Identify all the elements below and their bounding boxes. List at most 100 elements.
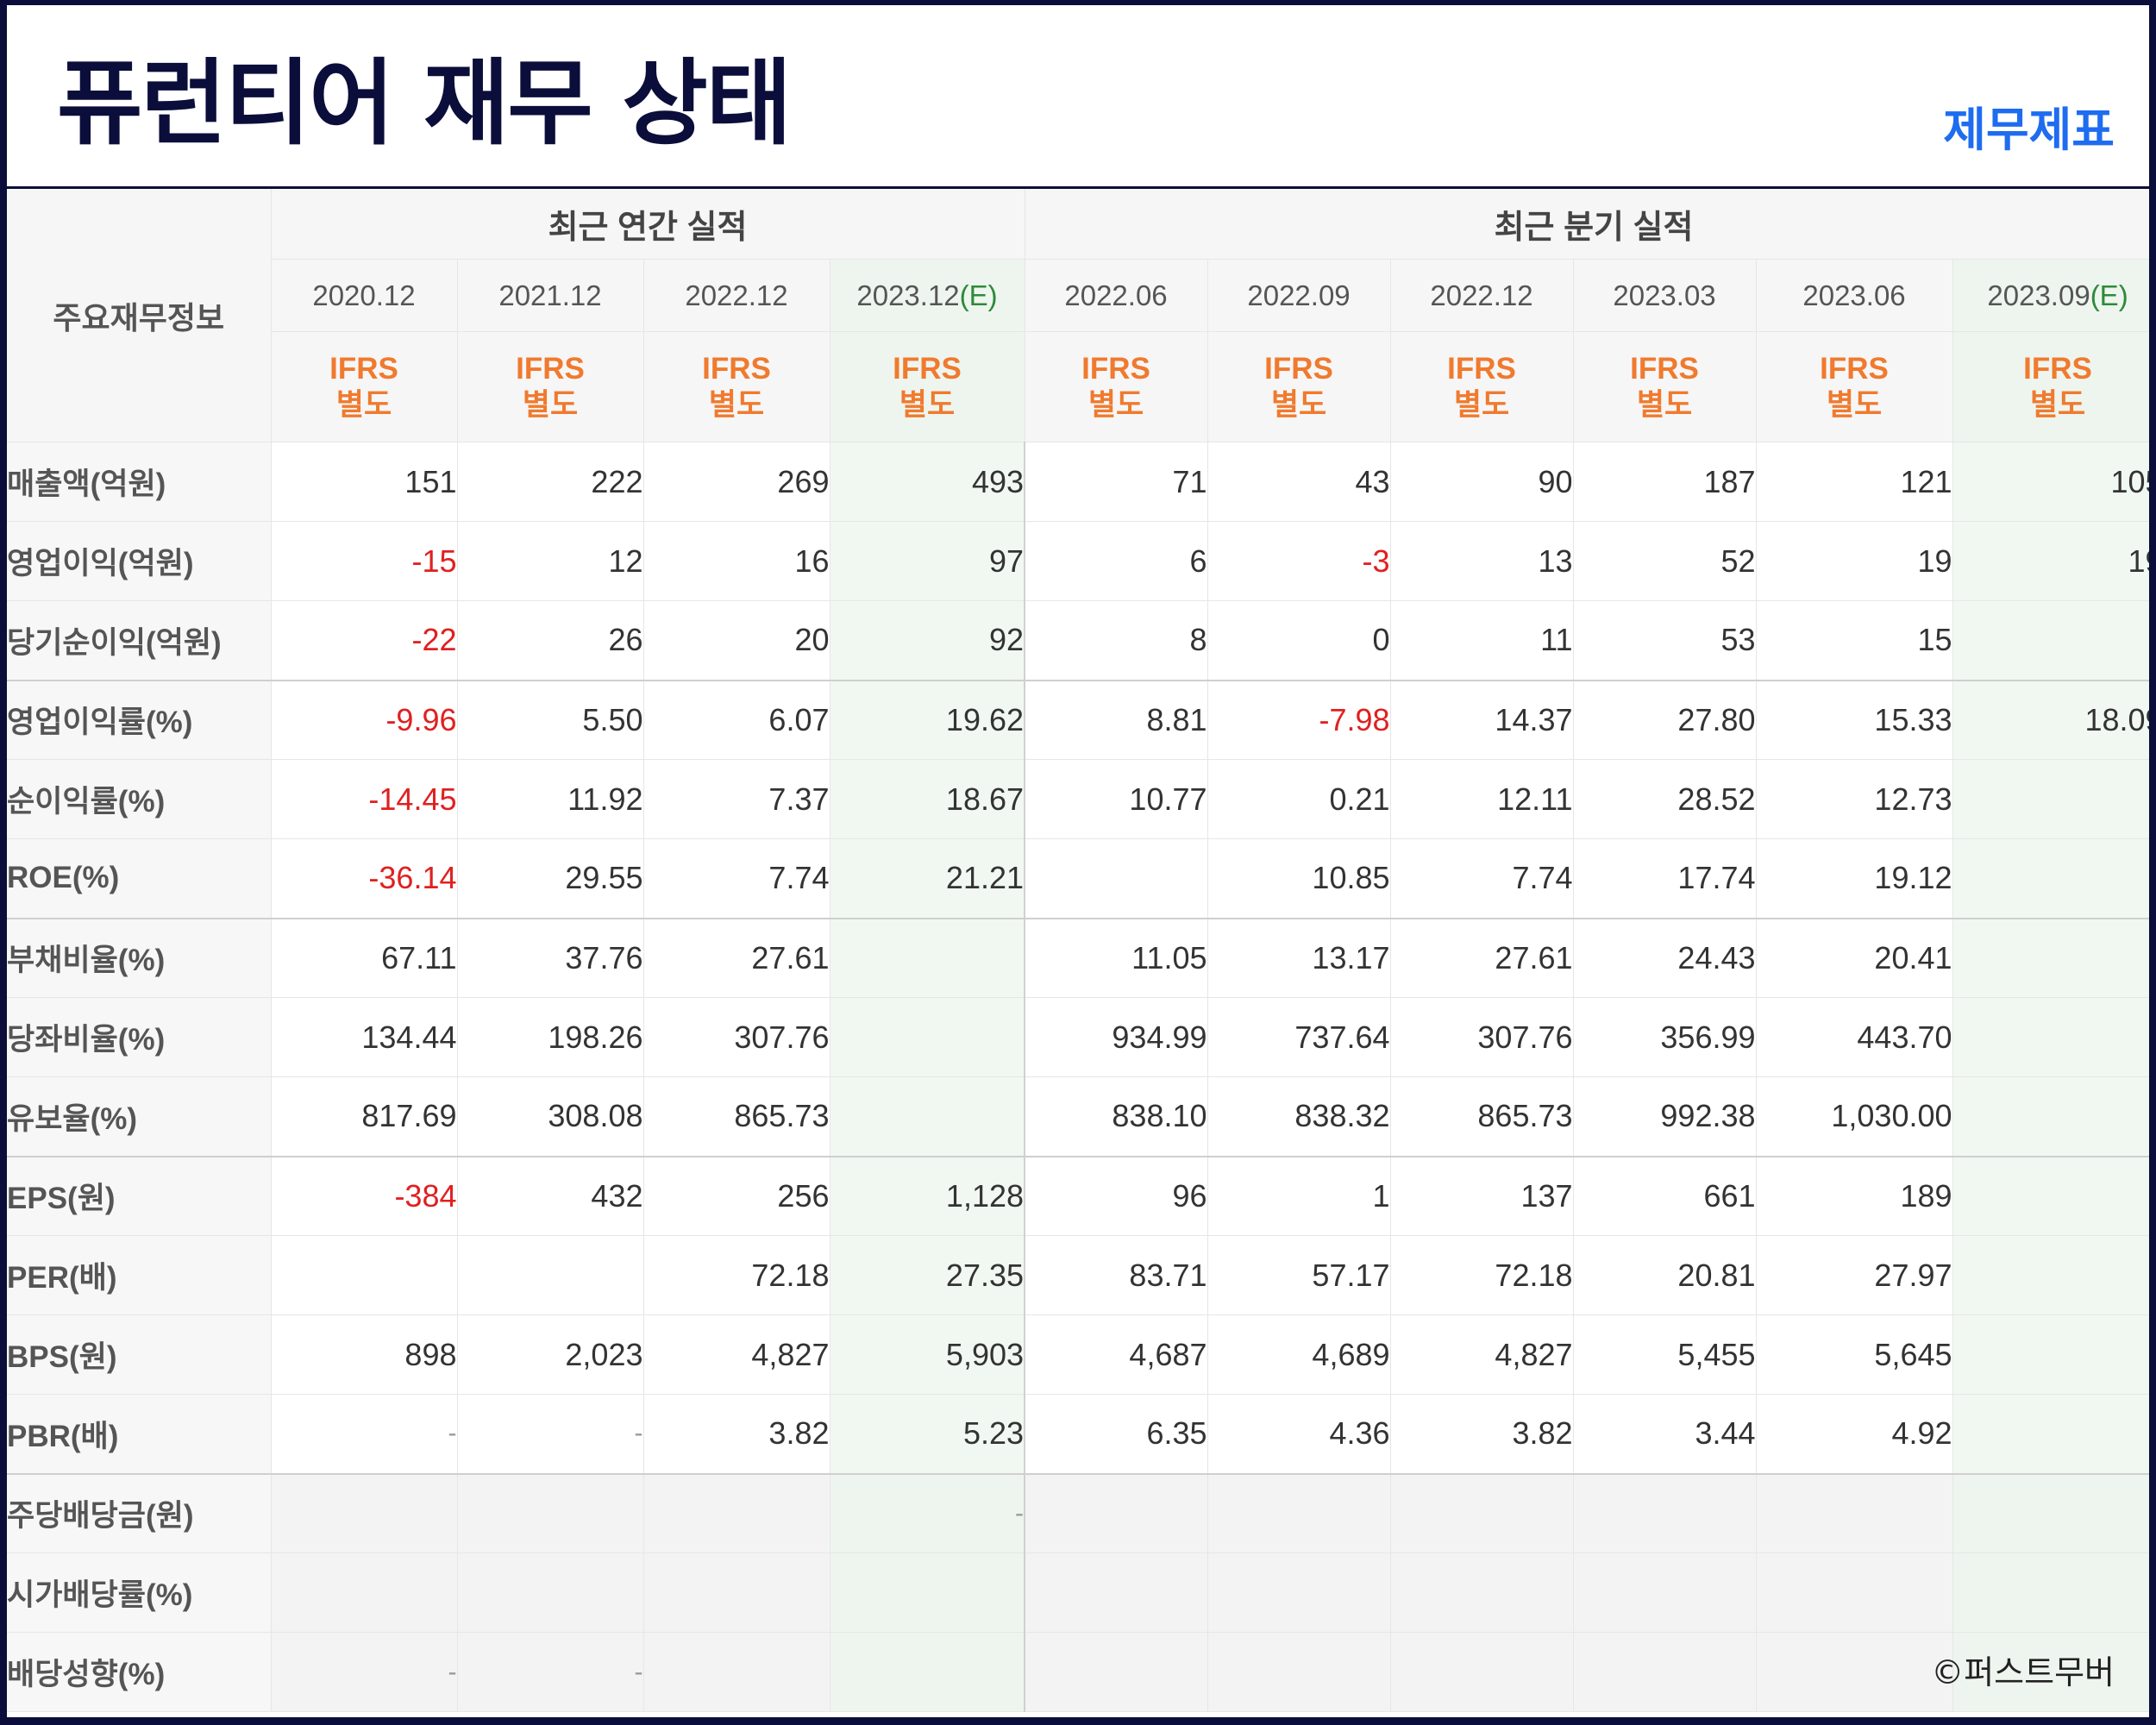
table-cell: -3 — [1207, 521, 1391, 601]
table-cell: -22 — [271, 600, 458, 681]
type-separate-label: 별도 — [522, 387, 579, 422]
type-separate-label: 별도 — [1453, 387, 1510, 422]
column-date-header: 2022.06 — [1025, 259, 1208, 332]
table-cell: 27.35 — [830, 1235, 1025, 1315]
column-date: 2023.03 — [1613, 279, 1716, 311]
column-type-header: IFRS 별도 — [1952, 331, 2149, 442]
header-main-label: 주요재무정보 — [7, 189, 272, 442]
table-cell: 20 — [643, 600, 830, 681]
column-date: 2023.09 — [1987, 279, 2090, 311]
table-cell: 27.97 — [1756, 1235, 1953, 1315]
table-cell: 7.74 — [1390, 838, 1574, 919]
table-row: 유보율(%) 817.69 308.08 865.73 838.10 838.32 865.… — [7, 1076, 2149, 1157]
estimate-marker: (E) — [2090, 279, 2128, 311]
table-cell: 13 — [1390, 521, 1574, 601]
table-cell: 2,023 — [457, 1314, 644, 1395]
table-cell — [1756, 1552, 1953, 1633]
table-cell: 12.73 — [1756, 759, 1953, 839]
row-label: PER(배) — [7, 1235, 272, 1315]
row-label: 순이익률(%) — [7, 759, 272, 839]
column-date-header: 2021.12 — [457, 259, 644, 332]
table-cell — [1390, 1552, 1574, 1633]
table-cell — [457, 1552, 644, 1633]
table-cell: 12.11 — [1390, 759, 1574, 839]
table-cell: 15.33 — [1756, 679, 1953, 760]
table-cell: 865.73 — [643, 1076, 830, 1157]
table-cell: 256 — [643, 1155, 830, 1236]
table-cell — [1756, 1632, 1953, 1712]
column-date-header: 2022.09 — [1207, 259, 1391, 332]
table-cell — [457, 1235, 644, 1315]
table-cell: 27.61 — [1390, 917, 1574, 998]
table-cell: 5,455 — [1573, 1314, 1757, 1395]
column-type-header: IFRS 별도 — [1390, 331, 1574, 442]
table-cell: 493 — [830, 442, 1025, 522]
table-cell: 24.43 — [1573, 917, 1757, 998]
column-type-header: IFRS 별도 — [271, 331, 458, 442]
table-cell: 3.82 — [643, 1394, 830, 1474]
table-cell — [1207, 1472, 1391, 1553]
column-type-header: IFRS 별도 — [1207, 331, 1391, 442]
row-label: PBR(배) — [7, 1394, 272, 1474]
table-cell: -9.96 — [271, 679, 458, 760]
row-label: 주당배당금(원) — [7, 1472, 272, 1553]
table-cell: 8.81 — [1024, 679, 1208, 760]
table-cell — [1952, 838, 2149, 919]
table-cell: - — [830, 1472, 1025, 1553]
table-cell — [271, 1552, 458, 1633]
type-separate-label: 별도 — [708, 387, 765, 422]
table-cell: 308.08 — [457, 1076, 644, 1157]
table-cell — [830, 1552, 1025, 1633]
type-ifrs-label: IFRS — [1820, 351, 1889, 386]
table-cell: -14.45 — [271, 759, 458, 839]
table-cell: 187 — [1573, 442, 1757, 522]
row-label: 영업이익률(%) — [7, 679, 272, 760]
table-cell: 432 — [457, 1155, 644, 1236]
table-cell: 137 — [1390, 1155, 1574, 1236]
table-cell — [1390, 1472, 1574, 1553]
table-cell: 992.38 — [1573, 1076, 1757, 1157]
table-cell: 90 — [1390, 442, 1574, 522]
table-cell: 83.71 — [1024, 1235, 1208, 1315]
type-ifrs-label: IFRS — [1264, 351, 1333, 386]
type-separate-label: 별도 — [899, 387, 956, 422]
table-cell: 4.92 — [1756, 1394, 1953, 1474]
table-cell — [1952, 1394, 2149, 1474]
table-cell: -36.14 — [271, 838, 458, 919]
type-separate-label: 별도 — [1826, 387, 1883, 422]
column-type-header: IFRS 별도 — [1025, 331, 1208, 442]
column-type-header: IFRS 별도 — [457, 331, 644, 442]
row-label: 영업이익(억원) — [7, 521, 272, 601]
table-cell: 19.62 — [830, 679, 1025, 760]
column-date-header: 2020.12 — [271, 259, 458, 332]
type-ifrs-label: IFRS — [1081, 351, 1150, 386]
table-cell: 21.21 — [830, 838, 1025, 919]
type-separate-label: 별도 — [1270, 387, 1327, 422]
table-cell: 20.81 — [1573, 1235, 1757, 1315]
table-cell: 222 — [457, 442, 644, 522]
table-cell: 15 — [1756, 600, 1953, 681]
table-cell: 0.21 — [1207, 759, 1391, 839]
table-cell: -15 — [271, 521, 458, 601]
table-cell — [1207, 1552, 1391, 1633]
table-cell — [830, 917, 1025, 998]
table-cell: 189 — [1756, 1155, 1953, 1236]
table-cell: 4,827 — [1390, 1314, 1574, 1395]
table-cell — [830, 1632, 1025, 1712]
page-title: 퓨런티어 재무 상태 — [57, 50, 792, 158]
row-label: 유보율(%) — [7, 1076, 272, 1157]
header-quarter-group: 최근 분기 실적 — [1025, 189, 2149, 260]
table-cell: 934.99 — [1024, 997, 1208, 1077]
table-cell: 838.10 — [1024, 1076, 1208, 1157]
estimate-marker: (E) — [959, 279, 998, 311]
table-cell — [1207, 1632, 1391, 1712]
table-cell — [1573, 1472, 1757, 1553]
table-cell: 198.26 — [457, 997, 644, 1077]
type-separate-label: 별도 — [1636, 387, 1693, 422]
table-row: 당기순이익(억원) -22 26 20 92 8 0 11 53 15 — [7, 600, 2149, 681]
column-date: 2021.12 — [498, 279, 602, 311]
table-cell: 28.52 — [1573, 759, 1757, 839]
column-date-header: 2023.09(E) — [1952, 259, 2149, 332]
table-cell — [1024, 1472, 1208, 1553]
table-cell: 72.18 — [643, 1235, 830, 1315]
